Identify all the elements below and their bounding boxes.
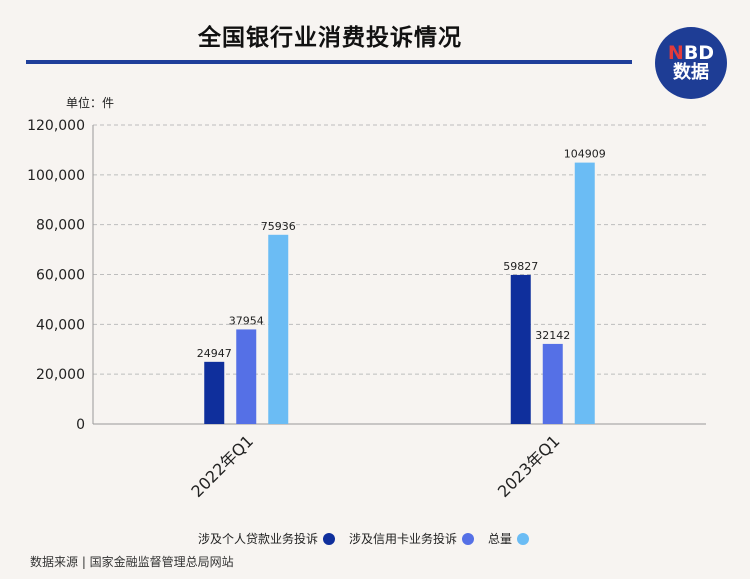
y-tick-label: 40,000 [36, 317, 85, 333]
logo-letter-n: N [667, 41, 684, 64]
legend-item: 涉及信用卡业务投诉 [349, 530, 475, 547]
bar [236, 329, 257, 424]
legend-label: 涉及个人贷款业务投诉 [198, 532, 319, 546]
logo-text: 数据 [673, 61, 709, 83]
bar [542, 343, 563, 424]
legend-marker [462, 532, 475, 545]
legend-label: 涉及信用卡业务投诉 [349, 532, 458, 546]
legend-item: 总量 [488, 530, 530, 547]
legend-marker [517, 532, 530, 545]
y-tick-label: 120,000 [27, 118, 85, 134]
bar [510, 274, 531, 424]
y-tick-label: 0 [76, 417, 85, 433]
nbd-logo: NBD 数据 [655, 27, 727, 99]
title-underline [26, 60, 632, 64]
data-label: 75936 [261, 220, 296, 233]
bar [574, 162, 595, 424]
x-tick-label: 2022年Q1 [187, 431, 257, 501]
data-label: 24947 [197, 347, 232, 360]
y-tick-label: 100,000 [27, 168, 85, 184]
source-note: 数据来源 | 国家金融监督管理总局网站 [30, 555, 234, 569]
data-label: 104909 [564, 148, 606, 161]
y-tick-label: 20,000 [36, 367, 85, 383]
chart-title: 全国银行业消费投诉情况 [198, 25, 462, 51]
data-label: 32142 [535, 329, 570, 342]
bar [204, 361, 225, 424]
legend-item: 涉及个人贷款业务投诉 [198, 530, 336, 547]
logo-letters-bd: BD [683, 41, 715, 64]
unit-label: 单位：件 [66, 96, 115, 110]
data-label: 37954 [229, 314, 264, 327]
y-tick-label: 60,000 [36, 268, 85, 284]
y-tick-label: 80,000 [36, 218, 85, 234]
legend-marker [323, 532, 336, 545]
legend-label: 总量 [488, 532, 513, 546]
legend: 涉及个人贷款业务投诉 涉及信用卡业务投诉 总量 [198, 530, 543, 547]
data-label: 59827 [503, 260, 538, 273]
bar [268, 234, 289, 424]
x-tick-label: 2023年Q1 [494, 431, 564, 501]
